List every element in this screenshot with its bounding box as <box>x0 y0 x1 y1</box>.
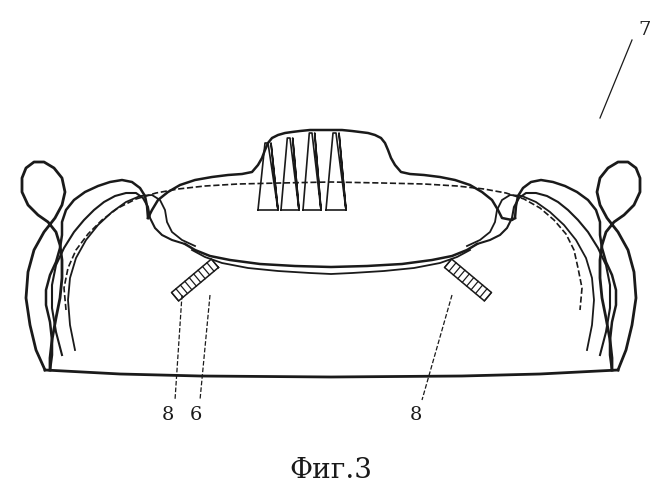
Text: Фиг.3: Фиг.3 <box>290 456 373 483</box>
Text: 8: 8 <box>162 406 174 424</box>
Text: 8: 8 <box>410 406 422 424</box>
Text: 6: 6 <box>190 406 202 424</box>
Text: 7: 7 <box>638 21 650 39</box>
